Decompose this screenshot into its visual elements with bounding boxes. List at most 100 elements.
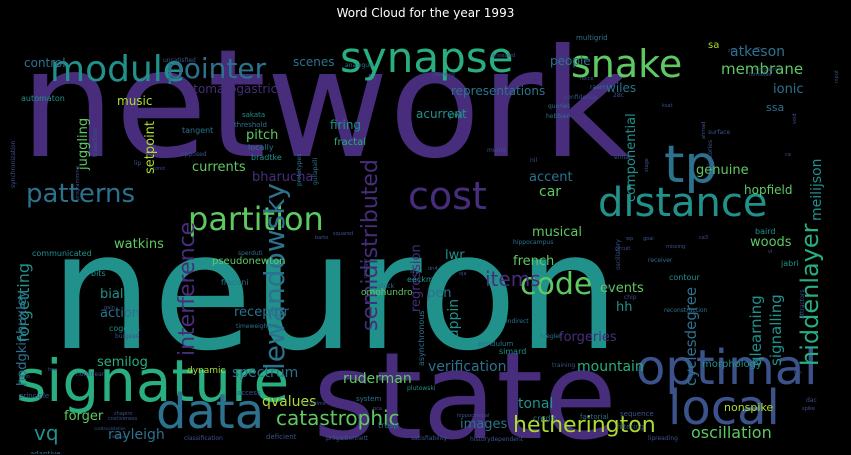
word-neuron: neuron [50, 199, 620, 387]
word-synapse: synapse [340, 33, 513, 82]
word-spectrum: spectrum [232, 365, 298, 381]
word-plutowski: plutowski [407, 385, 436, 392]
word-spike: spike [802, 406, 815, 412]
word-code: code [520, 267, 592, 302]
plot-title: Word Cloud for the year 1993 [336, 6, 515, 20]
word-filtering: filtering [617, 423, 644, 431]
word-granger: granger [363, 257, 369, 278]
word-automaton: automaton [21, 94, 65, 103]
word-dn4: dn4 [428, 266, 438, 272]
word-fractal: fractal [334, 137, 366, 148]
word-chip: chip [624, 294, 637, 301]
word-attractors: attractors [799, 290, 806, 319]
word-wp: wp [626, 236, 633, 242]
word-images: images [460, 417, 507, 432]
word-historydependent: historydependent [470, 436, 524, 443]
word-enerus: enerus [112, 434, 126, 439]
word-hasselmo: hasselmo [302, 401, 326, 407]
word-signalling: signalling [767, 294, 785, 366]
word-synchronization: synchronization [10, 140, 17, 188]
word-trajectories: trajectories [707, 140, 714, 174]
word-eeckman: eeckman [407, 275, 444, 284]
word-nonlinear: nonlinear [76, 371, 105, 378]
word-communicated: communicated [32, 249, 92, 258]
word-car: car [539, 184, 561, 200]
word-seg: seg [410, 269, 419, 275]
word-squared: squared [333, 231, 353, 237]
word-access: access [237, 389, 261, 397]
word-optimal: optimal [636, 340, 818, 396]
word-atkeson: atkeson [730, 44, 785, 60]
word-bregler: bregler [540, 333, 562, 340]
word-semidistributed: semidistributed [358, 159, 383, 331]
word-snake: snake [571, 42, 682, 86]
word-hippocampus: hippocampus [513, 239, 553, 246]
word-gluck: gluck [378, 283, 395, 290]
word-sequence: sequence [620, 410, 654, 418]
word-recce: recce [580, 76, 594, 82]
word-costlevalidation: costlevalidation [94, 426, 126, 431]
word-wiles: wiles [606, 81, 636, 95]
word-barto: barto [315, 235, 328, 241]
word-hh: hh [616, 300, 632, 315]
word-missing: missing [666, 244, 685, 250]
word-sa: sa [708, 40, 719, 51]
word-lipreading: lipreading [648, 435, 678, 442]
word-componential: componential [624, 113, 639, 202]
word-tangent: tangent [182, 126, 213, 135]
word-dynamic: dynamic [187, 366, 226, 376]
word-cyclesdegree: cyclesdegree [682, 287, 700, 386]
word-distance: distance [598, 180, 768, 226]
word-hebbian: hebbian [546, 113, 570, 120]
word-bialek: bialek [100, 287, 139, 302]
word-local: local [668, 380, 780, 436]
word-deficient: deficient [266, 433, 297, 441]
word-people: people [550, 54, 591, 68]
word-woods: woods [750, 235, 792, 250]
word-membrane: membrane [721, 60, 803, 78]
word-bits: bits [91, 269, 106, 278]
word-sperduti: sperduti [238, 250, 263, 257]
word-ca3: ca3 [699, 235, 708, 241]
word-prototypes: prototypes [296, 154, 303, 186]
word-tp: tp [664, 135, 717, 195]
word-tonic: tonic [153, 166, 166, 172]
word-costiveness: costiveness [108, 416, 138, 422]
word-cost: cost [408, 174, 487, 218]
word-tmo: tmo [20, 374, 30, 380]
word-factorial: factorial [580, 413, 609, 421]
word-multigrid: multigrid [576, 34, 608, 42]
word-semilog: semilog [97, 355, 148, 370]
word-bharucha: bharucha [252, 170, 313, 185]
word-lgn: lgn [794, 370, 802, 376]
word-pseudonewton: pseudonewton [212, 256, 286, 267]
word-hiddenlayer: hiddenlayer [796, 223, 824, 366]
word-oja: oja [459, 271, 467, 277]
word-tresp: tresp [378, 421, 398, 430]
word-shunting: shunting [433, 72, 455, 78]
word-music: music [117, 94, 152, 108]
word-oscillatory: oscillatory [615, 239, 622, 270]
word-forger: forger [64, 409, 104, 424]
word-ca: ca [785, 152, 791, 158]
word-qlearning: qlearning [747, 295, 765, 366]
word-pen: pen [427, 286, 452, 301]
word-acurrent: acurrent [416, 107, 467, 121]
word-catastrophic: catastrophic [276, 406, 400, 430]
word-opposed: opposed [181, 151, 207, 158]
word-gullapalli: gullapalli [312, 158, 319, 185]
word-stage: stage [644, 158, 650, 172]
word-module: module [50, 49, 185, 90]
word-annealed: annealed [492, 53, 515, 59]
word-formulae: formulae [749, 72, 771, 78]
word-threshold: threshold [234, 121, 267, 129]
word-items: items [485, 267, 541, 291]
word-setpoint: setpoint [143, 121, 158, 174]
word-nonspike: nonspike [724, 401, 773, 414]
word-oscillation: oscillation [691, 423, 772, 442]
word-prilgelbennett: prilgelbennett [326, 435, 369, 442]
word-raam: raam [590, 84, 606, 91]
word-satisfiability: satisfiability [411, 435, 448, 442]
